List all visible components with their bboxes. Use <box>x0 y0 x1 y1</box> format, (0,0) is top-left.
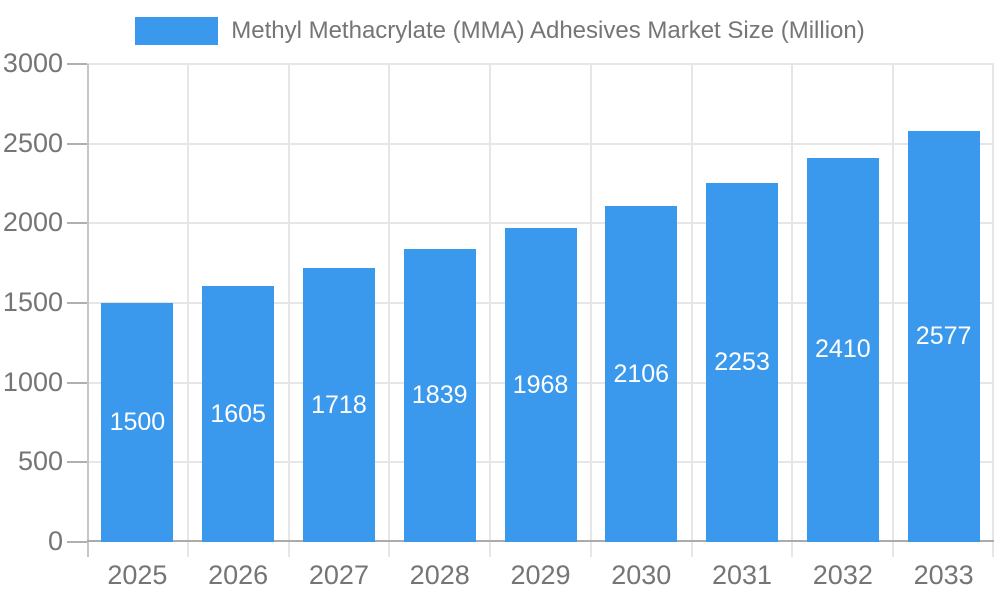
x-tick-label: 2028 <box>409 560 470 590</box>
v-gridline <box>388 64 391 557</box>
x-tick-label: 2033 <box>913 560 974 590</box>
y-tick-label: 0 <box>47 526 63 556</box>
bar-value-label: 1718 <box>311 390 367 419</box>
plot-area: 0 500 1000 1500 2000 2500 3000 1500 2025 1605 2026… <box>3 48 994 590</box>
v-gridline <box>489 64 492 557</box>
x-tick-label: 2031 <box>712 560 773 590</box>
y-tick-label: 3000 <box>2 48 63 78</box>
y-tick-mark <box>67 142 87 145</box>
x-tick-label: 2032 <box>812 560 873 590</box>
bar: 1500 <box>101 303 174 542</box>
bar: 2410 <box>806 158 879 542</box>
y-tick-mark <box>67 381 87 384</box>
y-tick-mark <box>67 541 87 543</box>
v-gridline <box>287 64 290 557</box>
bar: 1839 <box>403 248 476 542</box>
h-gridline <box>87 222 994 225</box>
bar: 1605 <box>202 286 275 542</box>
legend: Methyl Methacrylate (MMA) Adhesives Mark… <box>0 14 1000 48</box>
y-tick-label: 1500 <box>2 287 63 317</box>
y-tick-mark <box>67 222 87 225</box>
legend-label: Methyl Methacrylate (MMA) Adhesives Mark… <box>231 17 865 44</box>
x-tick-label: 2029 <box>510 560 571 590</box>
y-tick-mark <box>67 302 87 304</box>
bar-value-label: 2253 <box>714 348 770 376</box>
v-gridline <box>992 64 994 557</box>
y-tick-mark <box>67 461 87 464</box>
y-tick-label: 500 <box>17 446 63 477</box>
y-tick-label: 2500 <box>2 127 63 158</box>
v-gridline <box>589 64 592 557</box>
y-tick-label: 1000 <box>2 366 63 397</box>
x-tick-label: 2026 <box>208 560 269 590</box>
y-tick-mark <box>67 63 87 65</box>
x-tick-label: 2030 <box>611 560 672 590</box>
v-gridline <box>791 64 794 557</box>
v-gridline <box>892 64 895 557</box>
bar-value-label: 1605 <box>210 399 266 428</box>
v-gridline <box>186 64 189 557</box>
h-gridline <box>87 142 994 145</box>
bar: 2577 <box>907 131 980 542</box>
x-tick-label: 2027 <box>308 560 369 590</box>
y-tick-label: 2000 <box>2 207 63 238</box>
bar-value-label: 1500 <box>109 408 166 436</box>
bar: 1968 <box>504 228 577 542</box>
bar-value-label: 2106 <box>613 359 670 388</box>
bar: 1718 <box>302 268 375 542</box>
legend-swatch <box>135 17 219 45</box>
bar: 2253 <box>706 183 779 542</box>
bar-value-label: 2577 <box>915 322 972 351</box>
bar: 2106 <box>605 206 678 542</box>
v-gridline <box>690 64 693 557</box>
bar-value-label: 1839 <box>411 380 468 409</box>
bar-value-label: 1968 <box>512 370 569 399</box>
x-tick-label: 2025 <box>107 560 168 590</box>
bar-value-label: 2410 <box>815 335 871 364</box>
h-gridline <box>87 63 994 65</box>
y-axis-line <box>87 64 89 557</box>
